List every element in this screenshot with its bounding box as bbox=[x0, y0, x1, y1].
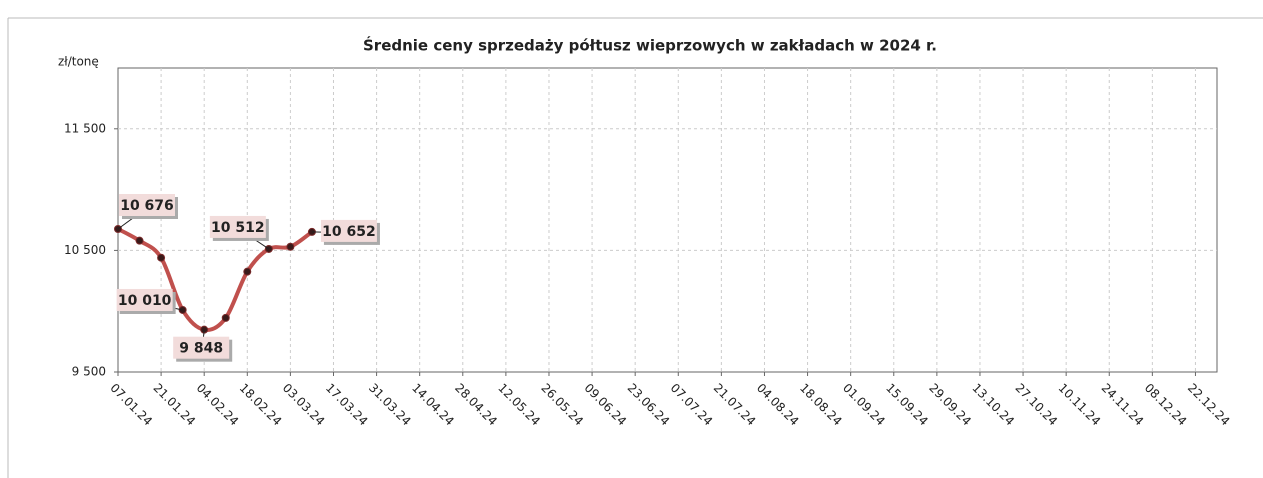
x-tick-label: 23.06.24 bbox=[625, 381, 673, 429]
x-tick-label: 24.11.24 bbox=[1099, 381, 1147, 429]
x-tick-label: 01.09.24 bbox=[840, 381, 888, 429]
data-point bbox=[286, 242, 295, 251]
x-tick-label: 28.04.24 bbox=[452, 381, 500, 429]
data-point bbox=[221, 313, 230, 322]
data-point bbox=[135, 236, 144, 245]
x-tick-label: 27.10.24 bbox=[1012, 381, 1060, 429]
x-tick-label: 21.07.24 bbox=[711, 381, 759, 429]
chart-title: Średnie ceny sprzedaży półtusz wieprzowy… bbox=[363, 36, 937, 55]
y-tick-label: 10 500 bbox=[64, 243, 106, 257]
x-tick-label: 17.03.24 bbox=[323, 381, 371, 429]
plot-area bbox=[117, 67, 1218, 373]
label-box bbox=[173, 336, 230, 359]
data-label: 10 652 bbox=[322, 224, 376, 240]
x-tick-label: 10.11.24 bbox=[1056, 381, 1104, 429]
x-tick-label: 07.07.24 bbox=[668, 381, 716, 429]
data-label: 10 676 bbox=[120, 198, 174, 214]
label-box bbox=[116, 288, 173, 311]
x-tick-label: 15.09.24 bbox=[883, 381, 931, 429]
data-label: 10 010 bbox=[118, 293, 172, 309]
data-label: 9 848 bbox=[179, 341, 223, 357]
x-tick-label: 18.08.24 bbox=[797, 381, 845, 429]
x-tick-label: 26.05.24 bbox=[538, 381, 586, 429]
line-series bbox=[117, 227, 314, 332]
x-tick-label: 12.05.24 bbox=[495, 381, 543, 429]
x-tick-label: 14.04.24 bbox=[409, 381, 457, 429]
y-tick-label: 11 500 bbox=[64, 121, 106, 135]
label-box bbox=[320, 219, 377, 242]
label-box bbox=[209, 215, 266, 238]
x-tick-label: 31.03.24 bbox=[366, 381, 414, 429]
x-tick-label: 04.02.24 bbox=[194, 381, 242, 429]
x-tick-label: 29.09.24 bbox=[926, 381, 974, 429]
x-tick-label: 18.02.24 bbox=[237, 381, 285, 429]
label-box bbox=[119, 193, 175, 216]
x-tick-label: 09.06.24 bbox=[581, 381, 629, 429]
data-point bbox=[157, 253, 166, 262]
y-axis-label: zł/tonę bbox=[58, 55, 99, 69]
x-tick-label: 22.12.24 bbox=[1185, 381, 1233, 429]
x-tick-label: 04.08.24 bbox=[754, 381, 802, 429]
x-tick-label: 03.03.24 bbox=[280, 381, 328, 429]
data-point bbox=[243, 267, 252, 276]
x-tick-label: 07.01.24 bbox=[107, 381, 155, 429]
y-tick-label: 9 500 bbox=[72, 365, 106, 379]
data-label: 10 512 bbox=[211, 220, 265, 236]
x-tick-label: 13.10.24 bbox=[969, 381, 1017, 429]
x-tick-label: 21.01.24 bbox=[151, 381, 199, 429]
x-tick-label: 08.12.24 bbox=[1142, 381, 1190, 429]
